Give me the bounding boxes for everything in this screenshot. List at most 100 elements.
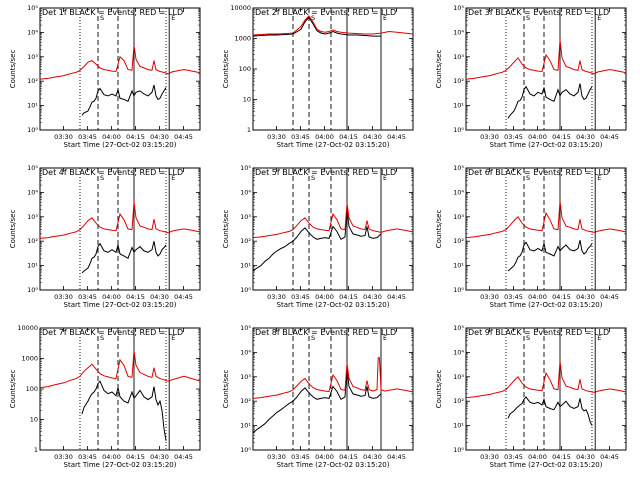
start-marker: S: [526, 174, 530, 182]
y-tick-label: 100: [26, 385, 38, 393]
y-tick-label: 10¹: [453, 102, 464, 110]
series-line-lld: [252, 15, 414, 36]
y-tick-label: 10⁵: [240, 324, 251, 332]
y-tick-label: 10³: [453, 53, 464, 61]
y-tick-label: 10000: [230, 4, 251, 12]
series-line-events: [252, 16, 381, 37]
panel-det5: Det 5f BLACK = Events, RED = LLD 10⁰ 10¹ 10…: [222, 164, 414, 309]
x-tick-label: 04:00: [528, 293, 547, 301]
x-axis-label: Start Time (27-Oct-02 03:15:20): [490, 301, 603, 309]
series-line-events: [507, 396, 593, 426]
series-line-lld: [39, 350, 201, 389]
x-tick-label: 03:30: [480, 293, 499, 301]
plot-frame: [39, 7, 201, 131]
series-line-lld: [39, 202, 201, 239]
y-tick-label: 10⁴: [27, 28, 38, 36]
x-tick-label: 04:15: [339, 293, 358, 301]
x-tick-label: 03:30: [54, 453, 73, 461]
y-tick-label: 10⁵: [453, 324, 464, 332]
panel-title: Det 3f BLACK = Events, RED = LLD: [468, 8, 609, 17]
x-tick-label: 04:30: [363, 133, 382, 141]
x-tick-label: 04:15: [126, 293, 145, 301]
x-tick-label: 03:45: [291, 453, 310, 461]
y-axis-label: Counts/sec: [9, 50, 17, 89]
y-tick-label: 10²: [27, 77, 38, 85]
y-tick-label: 1000: [234, 35, 251, 43]
x-tick-label: 04:45: [387, 453, 406, 461]
panel-det8: Det 8f BLACK = Events, RED = LLD 10⁰ 10¹ 10…: [222, 324, 414, 469]
x-tick-label: 04:15: [552, 133, 571, 141]
x-tick-label: 03:30: [54, 133, 73, 141]
end-marker: E: [171, 334, 175, 342]
x-tick-label: 03:30: [267, 133, 286, 141]
series-line-events: [81, 241, 167, 274]
y-tick-label: 10⁵: [27, 164, 38, 172]
end-marker: E: [597, 334, 601, 342]
x-tick-label: 04:45: [387, 133, 406, 141]
y-axis-label: Counts/sec: [9, 370, 17, 409]
x-tick-label: 04:00: [315, 133, 334, 141]
x-axis-label: Start Time (27-Oct-02 03:15:20): [277, 141, 390, 149]
x-axis-label: Start Time (27-Oct-02 03:15:20): [490, 141, 603, 149]
y-axis-label: Counts/sec: [435, 50, 443, 89]
x-tick-label: 03:45: [291, 293, 310, 301]
start-marker: S: [100, 14, 104, 22]
x-tick-label: 03:45: [504, 453, 523, 461]
y-tick-label: 100: [239, 65, 251, 73]
plot-frame: [465, 7, 627, 131]
x-tick-label: 04:30: [576, 133, 595, 141]
series-line-lld: [252, 203, 414, 239]
x-tick-label: 03:30: [267, 293, 286, 301]
y-tick-label: 10²: [27, 237, 38, 245]
panel-title: Det 8f BLACK = Events, RED = LLD: [255, 328, 396, 337]
x-tick-label: 04:30: [150, 133, 169, 141]
x-tick-label: 03:45: [78, 133, 97, 141]
start-marker: S: [311, 14, 315, 22]
y-tick-label: 1: [34, 446, 38, 454]
x-tick-label: 03:45: [78, 293, 97, 301]
series-line-events: [507, 83, 593, 119]
y-tick-label: 10⁰: [240, 446, 251, 454]
y-tick-label: 10: [243, 96, 251, 104]
x-tick-label: 04:30: [576, 453, 595, 461]
panel-title: Det 1f BLACK = Events, RED = LLD: [42, 8, 183, 17]
x-tick-label: 03:45: [504, 293, 523, 301]
y-tick-label: 10¹: [27, 102, 38, 110]
x-tick-label: 04:15: [339, 453, 358, 461]
y-tick-label: 10⁴: [240, 348, 251, 356]
end-marker: E: [597, 174, 601, 182]
x-tick-label: 04:00: [102, 133, 121, 141]
y-tick-label: 10¹: [240, 262, 251, 270]
x-tick-label: 04:00: [315, 293, 334, 301]
end-marker: E: [171, 174, 175, 182]
y-tick-label: 10⁰: [453, 126, 464, 134]
y-tick-label: 10⁴: [453, 28, 464, 36]
x-tick-label: 04:45: [600, 133, 619, 141]
y-tick-label: 10¹: [453, 262, 464, 270]
y-tick-label: 10⁰: [27, 286, 38, 294]
y-tick-label: 10³: [240, 213, 251, 221]
end-marker: E: [597, 14, 601, 22]
panel-det1: Det 1f BLACK = Events, RED = LLD 10⁰ 10¹ 10…: [9, 4, 201, 149]
series-line-events: [252, 369, 382, 434]
y-axis-label: Counts/sec: [9, 210, 17, 249]
end-marker: E: [383, 174, 387, 182]
y-axis-label: Counts/sec: [222, 370, 230, 409]
x-tick-label: 04:45: [174, 453, 193, 461]
x-axis-label: Start Time (27-Oct-02 03:15:20): [64, 461, 177, 469]
y-tick-label: 10⁵: [240, 164, 251, 172]
y-tick-label: 10²: [240, 397, 251, 405]
x-axis-label: Start Time (27-Oct-02 03:15:20): [64, 141, 177, 149]
panel-det9: Det 9f BLACK = Events, RED = LLD 10⁰ 10¹ 10…: [435, 324, 627, 469]
series-line-lld: [465, 360, 627, 399]
x-tick-label: 04:30: [363, 293, 382, 301]
x-tick-label: 04:45: [174, 293, 193, 301]
panel-title: Det 7f BLACK = Events, RED = LLD: [42, 328, 183, 337]
x-tick-label: 04:00: [102, 293, 121, 301]
x-tick-label: 03:45: [78, 453, 97, 461]
panel-title: Det 2f BLACK = Events, RED = LLD: [255, 8, 396, 17]
panel-title: Det 5f BLACK = Events, RED = LLD: [255, 168, 396, 177]
plot-frame: [39, 167, 201, 291]
y-tick-label: 10⁵: [27, 4, 38, 12]
